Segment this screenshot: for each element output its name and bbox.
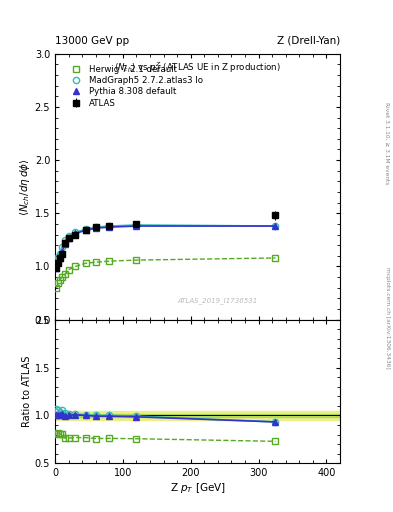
Text: $\langle N_{ch}\rangle$ vs $p^Z_T$ (ATLAS UE in Z production): $\langle N_{ch}\rangle$ vs $p^Z_T$ (ATLA… [114,60,281,75]
Pythia 8.308 default [83,227,88,233]
Herwig 7.2.1 default [273,255,278,261]
Pythia 8.308 default [66,234,71,241]
MadGraph5 2.7.2.atlas3 lo [273,223,278,229]
MadGraph5 2.7.2.atlas3 lo [59,244,64,250]
Text: mcplots.cern.ch [arXiv:1306.3436]: mcplots.cern.ch [arXiv:1306.3436] [385,267,389,368]
Pythia 8.308 default [56,259,61,265]
Line: Pythia 8.308 default: Pythia 8.308 default [53,223,279,271]
Legend: Herwig 7.2.1 default, MadGraph5 2.7.2.atlas3 lo, Pythia 8.308 default, ATLAS: Herwig 7.2.1 default, MadGraph5 2.7.2.at… [65,63,205,109]
Herwig 7.2.1 default [54,285,59,291]
Herwig 7.2.1 default [56,281,61,287]
MadGraph5 2.7.2.atlas3 lo [54,257,59,263]
MadGraph5 2.7.2.atlas3 lo [66,232,71,239]
Bar [55,414,340,417]
Pythia 8.308 default [57,255,62,261]
Herwig 7.2.1 default [83,260,88,266]
Pythia 8.308 default [59,248,64,254]
Herwig 7.2.1 default [66,267,71,273]
X-axis label: Z $p_T$ [GeV]: Z $p_T$ [GeV] [169,481,226,495]
Pythia 8.308 default [73,230,78,237]
MadGraph5 2.7.2.atlas3 lo [107,223,112,229]
Herwig 7.2.1 default [134,257,139,263]
MadGraph5 2.7.2.atlas3 lo [57,251,62,257]
Herwig 7.2.1 default [63,271,68,277]
MadGraph5 2.7.2.atlas3 lo [73,229,78,236]
Herwig 7.2.1 default [94,259,98,265]
MadGraph5 2.7.2.atlas3 lo [56,254,61,260]
MadGraph5 2.7.2.atlas3 lo [134,222,139,228]
Herwig 7.2.1 default [73,263,78,269]
Pythia 8.308 default [134,223,139,229]
Text: Rivet 3.1.10, ≥ 3.1M events: Rivet 3.1.10, ≥ 3.1M events [385,102,389,184]
Line: Herwig 7.2.1 default: Herwig 7.2.1 default [53,255,279,291]
Pythia 8.308 default [107,224,112,230]
Y-axis label: Ratio to ATLAS: Ratio to ATLAS [22,356,32,427]
Line: MadGraph5 2.7.2.atlas3 lo: MadGraph5 2.7.2.atlas3 lo [53,222,279,263]
Pythia 8.308 default [94,225,98,231]
Pythia 8.308 default [273,223,278,229]
MadGraph5 2.7.2.atlas3 lo [63,237,68,243]
Text: ATLAS_2019_I1736531: ATLAS_2019_I1736531 [177,297,257,304]
MadGraph5 2.7.2.atlas3 lo [94,224,98,230]
Text: Z (Drell-Yan): Z (Drell-Yan) [277,36,340,46]
Pythia 8.308 default [54,265,59,271]
Text: 13000 GeV pp: 13000 GeV pp [55,36,129,46]
Herwig 7.2.1 default [59,274,64,280]
Y-axis label: $\langle N_{ch}/d\eta\, d\phi\rangle$: $\langle N_{ch}/d\eta\, d\phi\rangle$ [18,158,32,216]
Pythia 8.308 default [63,241,68,247]
MadGraph5 2.7.2.atlas3 lo [83,226,88,232]
Bar [55,411,340,420]
Herwig 7.2.1 default [107,258,112,264]
Herwig 7.2.1 default [57,277,62,283]
